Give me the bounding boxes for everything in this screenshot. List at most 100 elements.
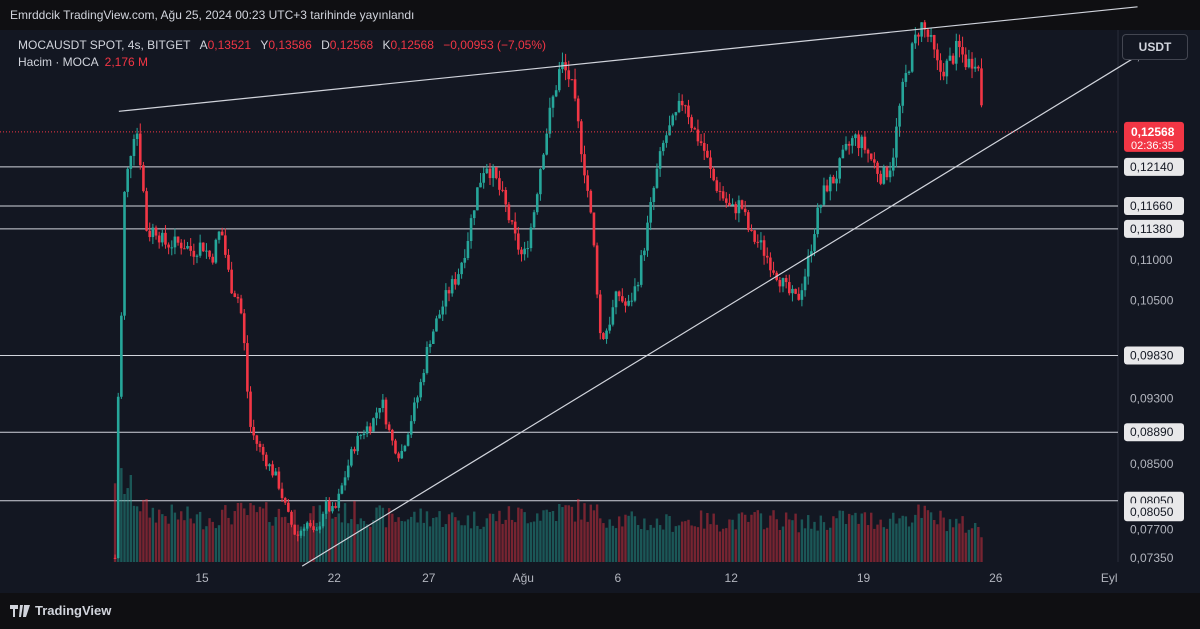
candle-body[interactable] [598, 294, 602, 334]
candle-body[interactable] [882, 167, 886, 184]
candle-body[interactable] [939, 60, 942, 72]
candle-body[interactable] [520, 249, 523, 255]
candle-body[interactable] [665, 135, 668, 143]
candle-body[interactable] [504, 189, 508, 205]
candle-body[interactable] [825, 185, 829, 192]
candle-body[interactable] [239, 298, 243, 314]
candle-body[interactable] [195, 255, 199, 257]
candle-body[interactable] [901, 81, 905, 106]
candle-body[interactable] [778, 280, 782, 287]
candle-body[interactable] [167, 244, 170, 248]
candle-body[interactable] [233, 293, 237, 297]
candle-body[interactable] [828, 176, 832, 192]
candle-body[interactable] [318, 526, 322, 530]
candle-body[interactable] [365, 426, 369, 434]
candle-body[interactable] [513, 221, 517, 234]
candle-body[interactable] [368, 426, 372, 432]
candle-body[interactable] [132, 139, 136, 157]
trendline[interactable] [301, 55, 1138, 567]
candle-body[interactable] [205, 250, 208, 252]
candle-body[interactable] [460, 262, 463, 275]
candle-body[interactable] [312, 526, 315, 530]
candle-body[interactable] [794, 288, 797, 294]
candle-body[interactable] [186, 246, 189, 249]
candle-body[interactable] [283, 498, 287, 503]
volume-label[interactable]: Hacim · MOCA [18, 55, 99, 69]
candle-body[interactable] [948, 55, 952, 61]
candle-body[interactable] [431, 331, 435, 344]
candle-body[interactable] [806, 255, 810, 277]
candle-body[interactable] [709, 157, 712, 169]
candle-body[interactable] [718, 190, 722, 192]
candle-body[interactable] [932, 35, 936, 50]
candle-body[interactable] [923, 22, 927, 30]
candle-body[interactable] [264, 454, 268, 467]
candle-body[interactable] [422, 372, 426, 383]
candle-body[interactable] [753, 230, 756, 242]
candle-body[interactable] [696, 129, 700, 142]
candle-body[interactable] [129, 156, 133, 169]
candle-body[interactable] [532, 212, 536, 228]
candle-body[interactable] [274, 471, 278, 476]
symbol-label[interactable]: MOCAUSDT SPOT, 4s, BITGET [18, 38, 191, 52]
candle-body[interactable] [472, 210, 476, 219]
candle-body[interactable] [680, 100, 684, 106]
candle-body[interactable] [293, 524, 296, 535]
candle-body[interactable] [973, 66, 977, 69]
candle-body[interactable] [151, 227, 155, 238]
candle-body[interactable] [684, 105, 687, 107]
candle-body[interactable] [198, 242, 202, 256]
candle-body[interactable] [621, 296, 624, 302]
candle-body[interactable] [444, 290, 448, 307]
candle-body[interactable] [699, 141, 703, 144]
candle-body[interactable] [138, 133, 142, 166]
candle-body[interactable] [857, 134, 860, 149]
candle-body[interactable] [428, 343, 432, 347]
candle-body[interactable] [227, 254, 230, 270]
candle-body[interactable] [895, 126, 898, 158]
candle-body[interactable] [841, 149, 845, 159]
candle-body[interactable] [813, 234, 816, 252]
candle-body[interactable] [135, 133, 139, 140]
candle-body[interactable] [674, 112, 678, 116]
candle-body[interactable] [454, 279, 457, 285]
candle-body[interactable] [280, 488, 284, 499]
candle-body[interactable] [438, 314, 441, 319]
candle-body[interactable] [176, 236, 180, 243]
candle-body[interactable] [668, 125, 671, 136]
candle-body[interactable] [854, 134, 857, 139]
candle-body[interactable] [488, 168, 492, 179]
candle-body[interactable] [781, 278, 785, 287]
candle-body[interactable] [759, 240, 763, 243]
candle-body[interactable] [350, 449, 353, 466]
candle-body[interactable] [416, 397, 419, 403]
candle-body[interactable] [214, 239, 218, 263]
candle-body[interactable] [803, 276, 807, 291]
candle-body[interactable] [608, 324, 612, 331]
currency-button[interactable]: USDT [1122, 34, 1188, 60]
candle-body[interactable] [942, 71, 945, 77]
candle-body[interactable] [658, 151, 662, 169]
candle-body[interactable] [450, 279, 454, 294]
candle-body[interactable] [592, 212, 596, 246]
candle-body[interactable] [179, 242, 183, 249]
candle-body[interactable] [302, 528, 306, 531]
candle-body[interactable] [485, 168, 489, 174]
candle-body[interactable] [479, 182, 482, 188]
candle-body[interactable] [819, 204, 823, 208]
candle-body[interactable] [255, 435, 259, 444]
candle-body[interactable] [548, 107, 552, 134]
candle-body[interactable] [961, 47, 964, 55]
candle-body[interactable] [409, 421, 413, 435]
candle-body[interactable] [589, 190, 593, 213]
candle-body[interactable] [173, 236, 177, 248]
candle-body[interactable] [510, 220, 514, 222]
candle-body[interactable] [772, 270, 775, 273]
candle-body[interactable] [501, 189, 504, 191]
candle-body[interactable] [863, 136, 867, 150]
candle-body[interactable] [192, 250, 196, 257]
candle-body[interactable] [765, 255, 769, 258]
candle-body[interactable] [977, 66, 980, 69]
candle-body[interactable] [447, 290, 451, 294]
